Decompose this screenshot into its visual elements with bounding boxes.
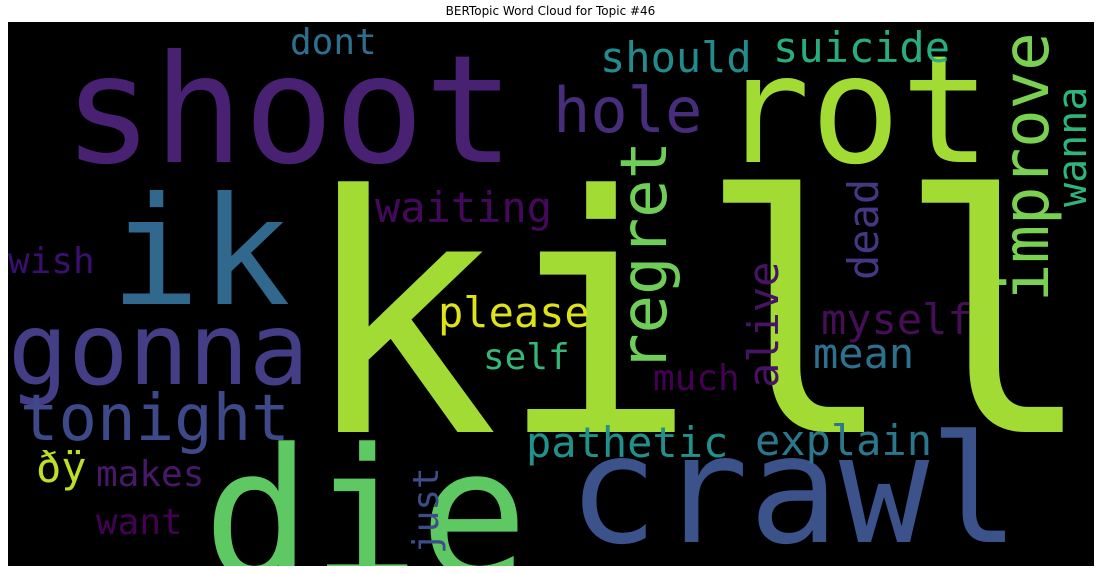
word-5: ik — [110, 166, 291, 340]
word-13: suicide — [773, 23, 950, 72]
word-8: hole — [553, 74, 702, 147]
word-7: tonight — [20, 382, 290, 456]
cloud-background — [8, 22, 1094, 566]
word-15: explain — [755, 416, 932, 465]
word-12: should — [600, 33, 752, 82]
word-2: crawl — [568, 404, 1020, 566]
word-20: myself — [821, 295, 973, 344]
word-6: gonna — [8, 291, 309, 408]
chart-title: BERTopic Word Cloud for Topic #46 — [445, 4, 656, 18]
word-19: alive — [739, 262, 788, 388]
word-1: die — [203, 411, 528, 566]
word-21: mean — [813, 329, 914, 378]
word-3: shoot — [63, 24, 515, 198]
word-10: regret — [608, 141, 682, 372]
word-27: makes — [96, 454, 204, 495]
word-26: wish — [8, 241, 95, 282]
word-28: want — [96, 502, 183, 543]
word-16: please — [438, 288, 590, 337]
word-17: waiting — [375, 183, 552, 232]
word-11: wanna — [1050, 87, 1094, 207]
word-24: just — [406, 467, 447, 554]
word-23: much — [653, 358, 740, 399]
word-22: self — [483, 337, 570, 378]
word-0: kill — [300, 126, 1094, 510]
word-9: improve — [990, 32, 1064, 302]
word-25: dont — [290, 22, 377, 63]
word-4: rot — [720, 24, 991, 198]
word-18: dead — [839, 179, 888, 280]
word-29: ðÿ — [36, 443, 87, 492]
word-14: pathetic — [526, 418, 728, 467]
